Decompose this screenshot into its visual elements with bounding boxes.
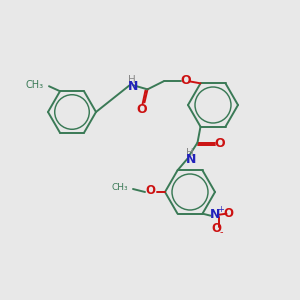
Text: N: N: [186, 153, 197, 166]
Text: O: O: [136, 103, 147, 116]
Text: N: N: [210, 208, 221, 221]
Text: O: O: [180, 74, 191, 87]
Text: +: +: [217, 205, 224, 214]
Text: -: -: [220, 227, 223, 237]
Text: CH₃: CH₃: [26, 80, 44, 90]
Text: H: H: [128, 75, 135, 85]
Text: H: H: [186, 148, 194, 158]
Text: N: N: [128, 80, 139, 93]
Text: O: O: [145, 184, 155, 197]
Text: CH₃: CH₃: [111, 184, 128, 193]
Text: O: O: [214, 137, 225, 150]
Text: O: O: [212, 222, 221, 235]
Text: O: O: [224, 207, 233, 220]
